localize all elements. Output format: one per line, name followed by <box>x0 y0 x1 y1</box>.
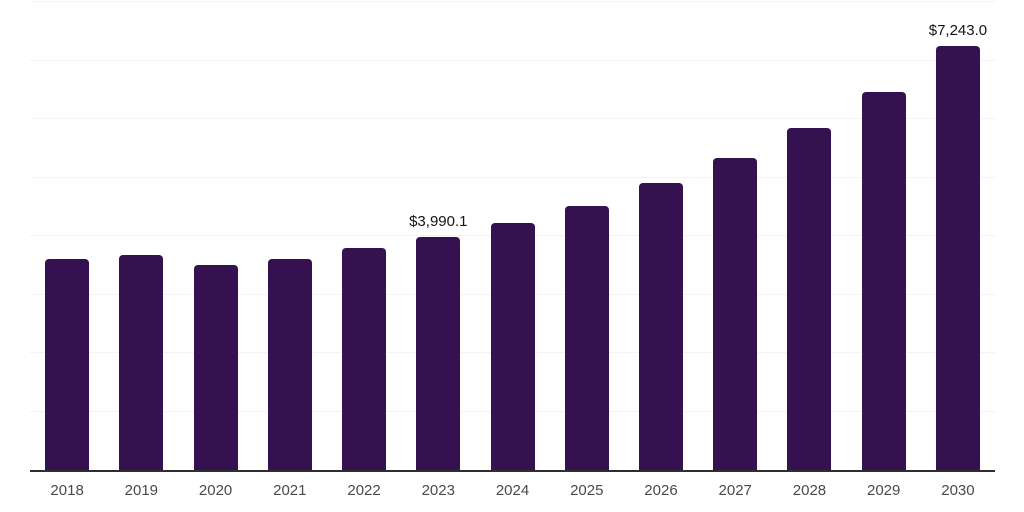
bar-2024 <box>490 223 535 470</box>
x-tick-label-2023: 2023 <box>421 482 455 499</box>
x-tick-label-2025: 2025 <box>570 482 604 499</box>
gridline-7000 <box>30 59 995 61</box>
bar-2020 <box>193 265 238 470</box>
bars-row: $3,990.1 $7,243.0 <box>30 2 995 470</box>
bar-cell-2023: $3,990.1 <box>401 2 475 470</box>
x-tick-label-2027: 2027 <box>718 482 752 499</box>
x-tick-label-2018: 2018 <box>50 482 84 499</box>
bar-cell-2021 <box>253 2 327 470</box>
bar-2021 <box>267 258 312 470</box>
plot-area: $3,990.1 $7,243.0 <box>30 1 995 472</box>
x-tick-label-2021: 2021 <box>273 482 307 499</box>
bar-2028 <box>787 127 832 470</box>
bar-2018 <box>45 259 90 470</box>
x-tick-label-2020: 2020 <box>198 482 233 499</box>
bar-cell-2022 <box>327 2 401 470</box>
bar-cell-2025 <box>550 2 624 470</box>
bar-2023 <box>416 236 461 470</box>
data-label-2030: $7,243.0 <box>928 22 988 40</box>
x-tick-label-2024: 2024 <box>495 482 530 499</box>
bar-cell-2019 <box>104 2 178 470</box>
bar-2025 <box>564 206 609 470</box>
bar-2019 <box>119 255 164 470</box>
x-axis-tick-labels: 2018 2019 2020 2021 2022 2023 2024 2025 2026 2027… <box>30 481 995 501</box>
x-tick-label-2030: 2030 <box>941 482 975 499</box>
x-tick-label-2029: 2029 <box>867 482 901 499</box>
bar-cell-2027 <box>698 2 772 470</box>
bar-cell-2020 <box>178 2 252 470</box>
bar-2027 <box>713 158 758 470</box>
x-tick-label-2028: 2028 <box>792 482 827 499</box>
gridline-6000 <box>30 118 995 119</box>
bar-cell-2030: $7,243.0 <box>921 2 995 470</box>
bar-cell-2028 <box>772 2 846 470</box>
bar-cell-2029 <box>847 2 921 470</box>
bar-2026 <box>638 182 683 470</box>
x-axis-line <box>30 470 995 472</box>
bar-cell-2018 <box>30 2 104 470</box>
data-label-2023: $3,990.1 <box>409 212 468 230</box>
bar-2030 <box>935 46 980 470</box>
bar-cell-2026 <box>624 2 698 470</box>
bar-2022 <box>342 247 387 470</box>
gridline-8000 <box>30 1 995 2</box>
gridline-5000 <box>30 176 995 178</box>
bar-2029 <box>861 91 906 470</box>
x-tick-label-2022: 2022 <box>347 482 381 499</box>
x-tick-label-2026: 2026 <box>644 482 678 499</box>
x-tick-label-2019: 2019 <box>124 482 159 499</box>
bar-cell-2024 <box>475 2 549 470</box>
